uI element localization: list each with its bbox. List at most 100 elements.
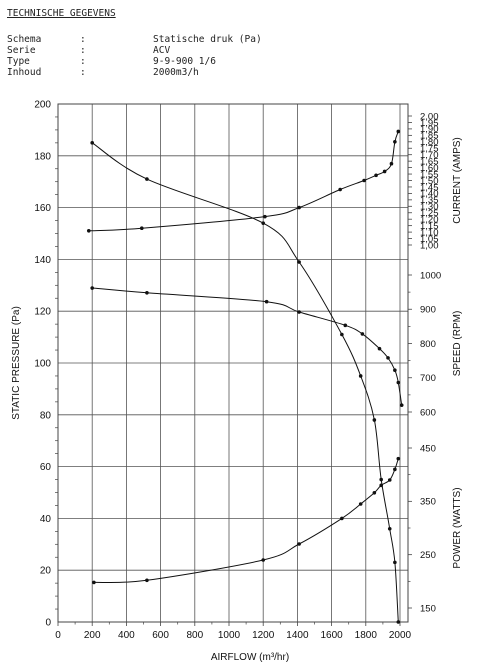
data-point bbox=[382, 169, 387, 174]
spec-value: Statische druk (Pa) bbox=[153, 34, 262, 45]
axis-speed: 600 700 800 900 1000 SPEED (RPM) bbox=[407, 270, 463, 418]
right-tick-label: 1,80 bbox=[420, 137, 439, 148]
right-tick-label: 1,40 bbox=[420, 189, 439, 200]
power-curve bbox=[93, 458, 399, 584]
x-tick-label: 1000 bbox=[218, 630, 241, 641]
right-axis-label: SPEED (RPM) bbox=[452, 311, 463, 377]
right-tick-label: 700 bbox=[420, 373, 436, 384]
right-tick-label: 1,50 bbox=[420, 176, 439, 187]
x-tick-label: 1400 bbox=[286, 630, 309, 641]
data-point bbox=[377, 346, 382, 351]
right-tick-label: 1,70 bbox=[420, 150, 439, 161]
y-tick-label: 60 bbox=[40, 462, 52, 473]
data-point bbox=[386, 356, 390, 360]
data-point bbox=[263, 214, 267, 219]
x-tick-label: 800 bbox=[186, 630, 203, 641]
right-tick-label: 1,65 bbox=[420, 156, 439, 167]
right-tick-label: 350 bbox=[420, 497, 436, 508]
data-point bbox=[264, 299, 269, 304]
spec-label: Serie bbox=[7, 45, 36, 56]
right-tick-label: 600 bbox=[420, 407, 436, 418]
spec-value: 2000m3/h bbox=[153, 67, 199, 78]
y-axis-left: 0 20 40 60 80 100 120 140 160 180 200 bbox=[34, 100, 58, 629]
right-tick-label: 1,10 bbox=[420, 227, 439, 238]
y-tick-label: 100 bbox=[34, 359, 51, 370]
right-tick-label: 1,15 bbox=[420, 221, 439, 232]
right-tick-label: 1,45 bbox=[420, 182, 439, 193]
y-tick-label: 80 bbox=[40, 410, 52, 421]
axis-power: 150 250 350 450 POWER (WATTS) bbox=[407, 443, 463, 614]
y-tick-label: 0 bbox=[45, 618, 51, 629]
data-point bbox=[393, 467, 397, 472]
data-point bbox=[297, 310, 301, 314]
y-tick-label: 40 bbox=[40, 514, 52, 525]
spec-colon: : bbox=[80, 34, 86, 45]
spec-label: Inhoud bbox=[7, 67, 42, 78]
data-point bbox=[393, 368, 397, 373]
data-point bbox=[393, 560, 397, 565]
data-point bbox=[90, 141, 94, 145]
y-tick-label: 20 bbox=[40, 566, 52, 577]
right-tick-label: 1,30 bbox=[420, 202, 439, 213]
right-tick-label: 800 bbox=[420, 339, 436, 350]
spec-value: 9-9-900 1/6 bbox=[153, 56, 216, 67]
data-point bbox=[261, 221, 266, 225]
data-point bbox=[396, 380, 401, 385]
right-tick-label: 1,95 bbox=[420, 118, 439, 129]
data-point bbox=[297, 542, 301, 546]
data-point bbox=[358, 374, 363, 378]
y-tick-label: 160 bbox=[34, 203, 51, 214]
right-tick-label: 900 bbox=[420, 305, 436, 316]
right-tick-label: 1000 bbox=[420, 270, 441, 281]
y-tick-label: 200 bbox=[34, 100, 51, 111]
right-tick-label: 1,60 bbox=[420, 163, 439, 174]
right-tick-label: 150 bbox=[420, 603, 436, 614]
spec-label: Schema bbox=[7, 34, 42, 45]
spec-colon: : bbox=[80, 56, 86, 67]
data-point bbox=[139, 226, 144, 231]
right-tick-label: 1,75 bbox=[420, 144, 439, 155]
data-point bbox=[360, 332, 365, 336]
data-point bbox=[387, 478, 392, 482]
x-axis-label: AIRFLOW (m³/hr) bbox=[211, 652, 289, 663]
data-point bbox=[145, 291, 149, 295]
data-point bbox=[396, 129, 401, 134]
data-point bbox=[399, 403, 404, 407]
right-tick-label: 1,20 bbox=[420, 215, 439, 226]
x-tick-label: 0 bbox=[55, 630, 61, 641]
right-tick-label: 1,05 bbox=[420, 234, 439, 245]
data-point bbox=[340, 516, 344, 521]
data-point bbox=[261, 558, 266, 562]
data-point bbox=[92, 580, 96, 585]
right-tick-label: 1,90 bbox=[420, 124, 439, 135]
spec-label: Type bbox=[7, 56, 30, 67]
right-tick-label: 1,00 bbox=[420, 240, 439, 251]
x-tick-label: 1800 bbox=[355, 630, 378, 641]
x-tick-label: 1600 bbox=[320, 630, 343, 641]
series bbox=[86, 129, 404, 624]
y-axes-right: 1,001,051,101,151,201,251,301,351,401,45… bbox=[407, 111, 463, 614]
axis-current: 1,001,051,101,151,201,251,301,351,401,45… bbox=[407, 111, 463, 251]
x-tick-label: 1200 bbox=[252, 630, 275, 641]
spec-colon: : bbox=[80, 67, 86, 78]
data-point bbox=[86, 229, 91, 233]
speed-curve bbox=[92, 287, 403, 406]
page-title: TECHNISCHE GEGEVENS bbox=[7, 8, 116, 19]
data-point bbox=[396, 620, 401, 624]
data-point bbox=[297, 205, 301, 210]
data-point bbox=[372, 491, 377, 495]
data-point bbox=[338, 187, 342, 192]
data-point bbox=[145, 177, 149, 181]
data-point bbox=[389, 161, 394, 166]
data-point bbox=[145, 578, 149, 583]
data-point bbox=[90, 286, 94, 290]
data-point bbox=[396, 456, 401, 461]
data-point bbox=[379, 477, 383, 482]
y-tick-label: 120 bbox=[34, 307, 51, 318]
right-tick-label: 1,35 bbox=[420, 195, 439, 206]
data-point bbox=[372, 418, 377, 422]
right-axis-label: POWER (WATTS) bbox=[452, 487, 463, 568]
y-tick-label: 140 bbox=[34, 255, 51, 266]
right-tick-label: 450 bbox=[420, 443, 436, 454]
data-point bbox=[343, 323, 348, 328]
